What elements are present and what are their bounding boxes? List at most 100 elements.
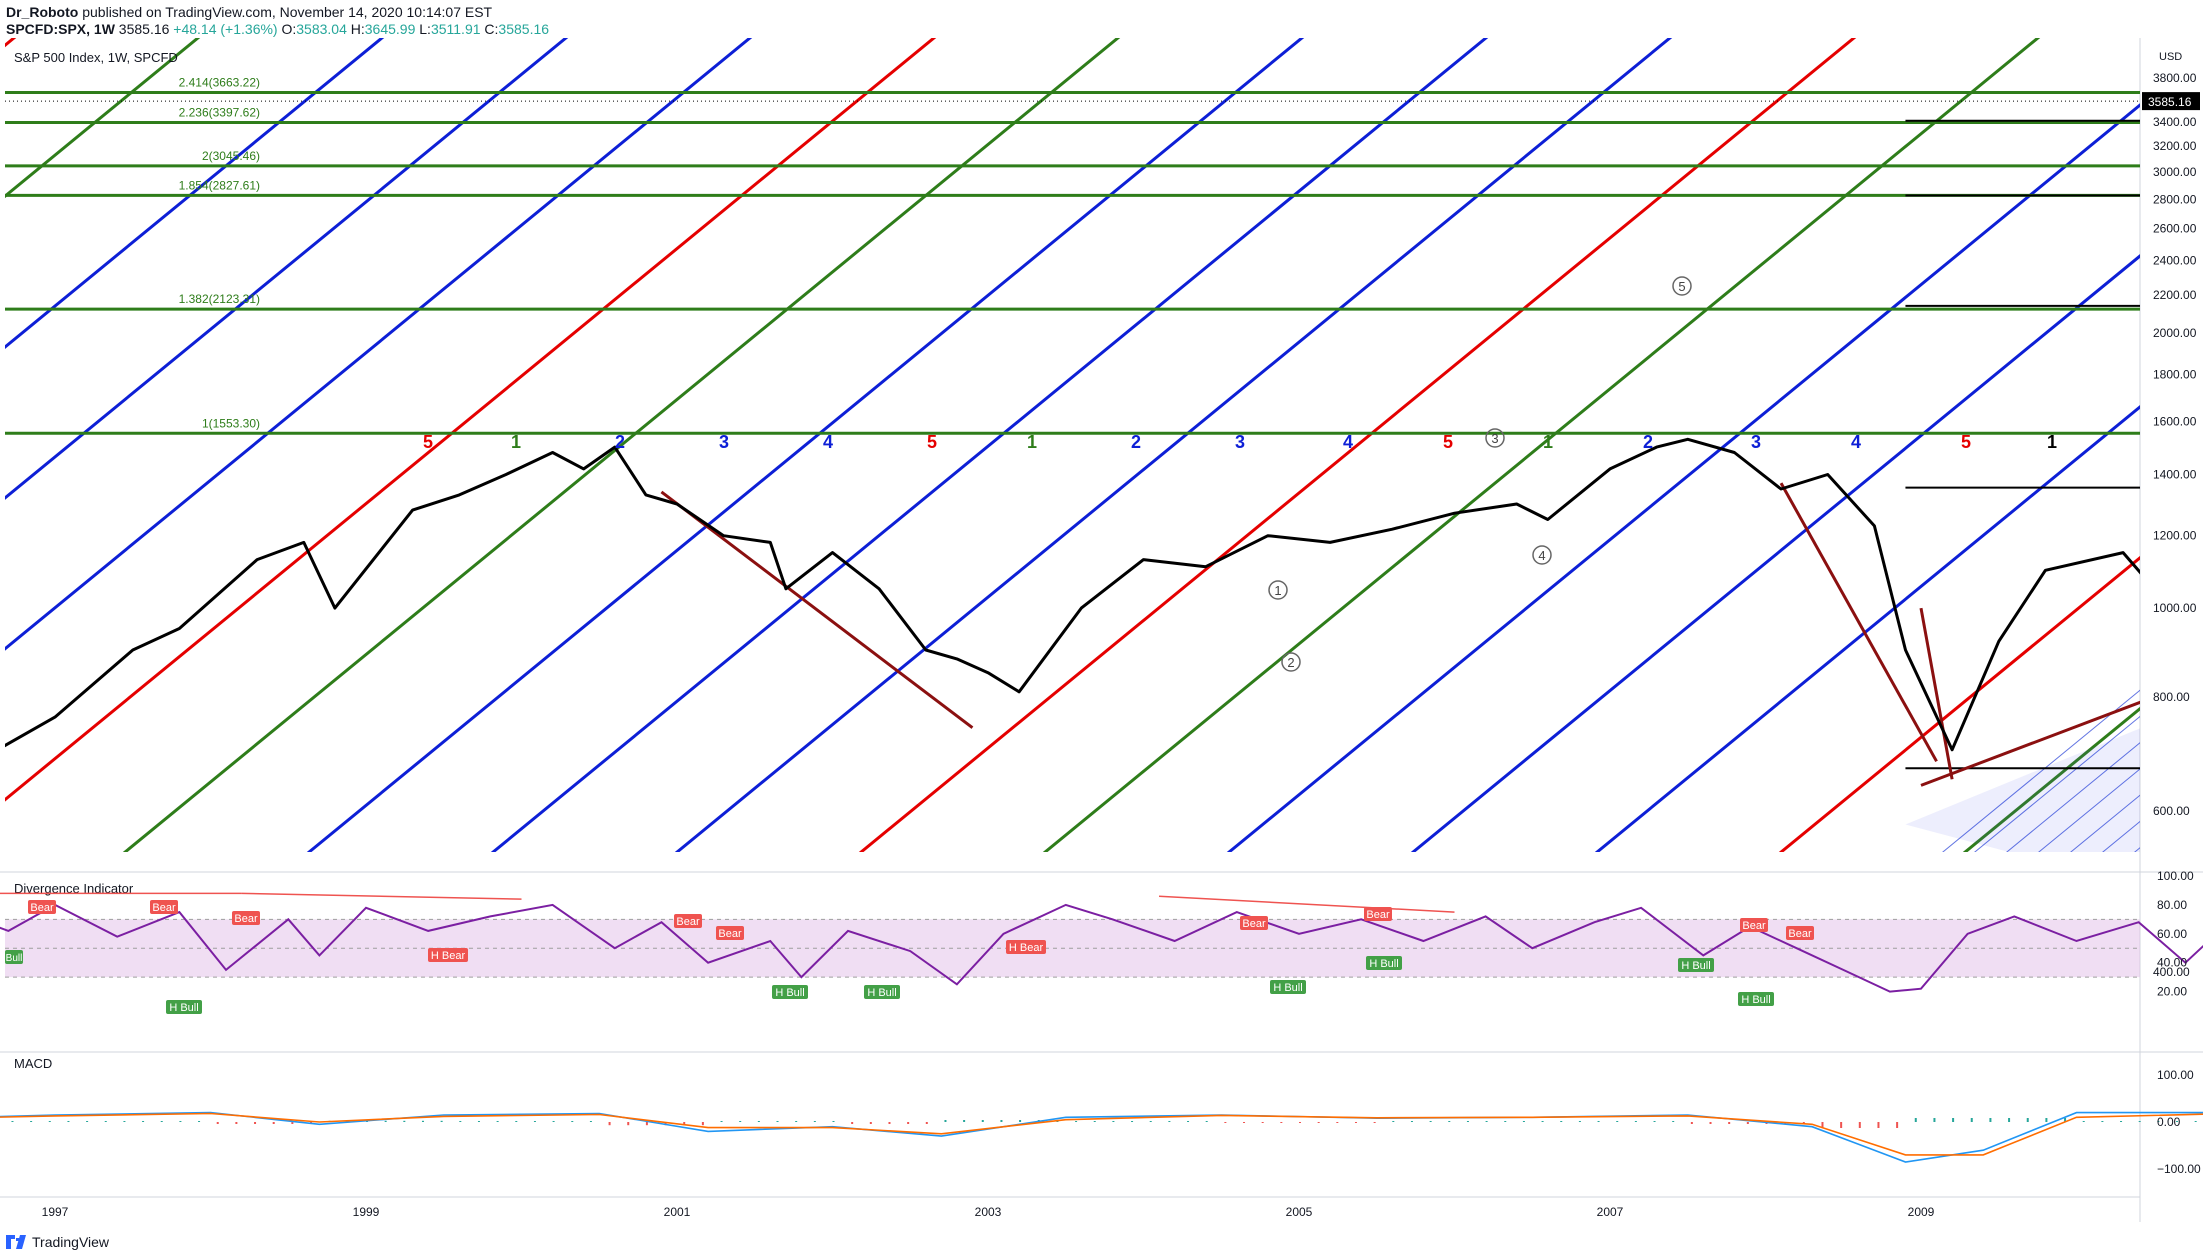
macd-histogram-bar [533, 1121, 536, 1122]
macd-histogram-bar [1168, 1121, 1171, 1122]
channel-number-label: 3 [1235, 432, 1245, 452]
macd-histogram-bar [1858, 1122, 1861, 1128]
macd-histogram-bar [421, 1120, 424, 1122]
time-axis-tick: 2007 [1597, 1205, 1624, 1219]
fib-level-label: 2.414(3663.22) [179, 76, 260, 90]
macd-histogram-bar [1299, 1122, 1301, 1123]
signal-line [0, 1112, 2203, 1156]
publish-date: published on TradingView.com, November 1… [82, 4, 493, 20]
macd-histogram-bar [1448, 1121, 1451, 1122]
tradingview-logo-icon [6, 1235, 26, 1249]
time-axis-tick: 2003 [975, 1205, 1002, 1219]
bear-tag [1740, 918, 1768, 932]
price-axis-tick: 800.00 [2153, 690, 2190, 704]
price-axis-tick: 400.00 [2153, 965, 2190, 979]
macd-histogram-bar [907, 1122, 910, 1124]
wave-label: 4 [1538, 548, 1545, 563]
bear-divergence-line [241, 892, 522, 900]
bear-tag-label: Bear [718, 928, 742, 940]
price-axis-tick: 1800.00 [2153, 368, 2197, 382]
macd-histogram-bar [1317, 1122, 1320, 1123]
macd-histogram-bar [384, 1120, 387, 1122]
channel-number-label: 1 [511, 432, 521, 452]
macd-histogram-bar [515, 1121, 518, 1122]
macd-histogram-bar [2176, 1121, 2179, 1122]
channel-line [1594, 404, 2140, 852]
macd-histogram-bar [1485, 1121, 1488, 1122]
macd-histogram-bar [701, 1122, 704, 1126]
channel-line [1778, 555, 2140, 852]
bull-tag-label: Bull [6, 953, 23, 964]
macd-histogram-bar [1970, 1118, 1973, 1122]
macd-histogram-bar [1933, 1118, 1936, 1122]
macd-histogram-bar [739, 1121, 742, 1122]
macd-histogram-bar [403, 1120, 406, 1122]
close-label: C: [484, 21, 499, 37]
macd-histogram-bar [552, 1121, 555, 1122]
macd-histogram-bar [440, 1120, 443, 1122]
hbull-tag [1738, 992, 1774, 1006]
bear-tag-label: Bear [234, 913, 258, 925]
price-axis-tick: 2400.00 [2153, 253, 2197, 267]
rsi-axis-tick: 40.00 [2157, 956, 2187, 970]
bear-tag-label: Bear [30, 902, 54, 914]
bear-tag-label: Bear [1242, 918, 1266, 930]
macd-histogram-bar [1354, 1122, 1357, 1123]
macd-histogram-bar [1466, 1121, 1469, 1122]
price-axis-tick: 3400.00 [2153, 115, 2197, 129]
macd-histogram-bar [1205, 1121, 1208, 1122]
hatch-line [2006, 742, 2140, 852]
price-line [5, 437, 2140, 752]
last-price-box [2142, 92, 2200, 111]
channel-number-label: 3 [719, 432, 729, 452]
macd-histogram-bar [1653, 1121, 1656, 1122]
wave-label: 5 [1678, 279, 1685, 294]
macd-histogram-bar [1746, 1122, 1749, 1124]
high-value: 3645.99 [364, 21, 416, 37]
channel-line [1042, 38, 2041, 852]
channel-line [1226, 103, 2140, 852]
macd-histogram-bar [944, 1120, 947, 1122]
brand-name[interactable]: TradingView [32, 1234, 110, 1250]
macd-line [0, 1111, 2203, 1163]
hatched-channel [1905, 689, 2140, 852]
macd-histogram-bar [683, 1122, 686, 1126]
macd-histogram-bar [104, 1121, 107, 1122]
fib-level-label: 2(3045.46) [202, 149, 260, 163]
footer: TradingView [6, 1234, 109, 1250]
hbear-tag [428, 948, 468, 962]
channel-line [306, 38, 1305, 852]
author-name[interactable]: Dr_Roboto [6, 4, 79, 20]
wave-label: 1 [1274, 583, 1281, 598]
macd-histogram-bar [645, 1122, 648, 1126]
open-label: O: [281, 21, 297, 37]
price-axis-tick: 3800.00 [2153, 71, 2197, 85]
bear-tag [150, 900, 178, 914]
open-value: 3583.04 [296, 21, 347, 37]
macd-histogram-bar [1541, 1121, 1544, 1122]
macd-histogram-bar [1690, 1122, 1693, 1124]
chart-canvas[interactable]: 2.414(3663.22) 2.236(3397.62) 2(3045.46) 1.… [0, 38, 2203, 1228]
symbol: SPCFD:SPX, 1W [6, 21, 115, 37]
price-axis-tick: 1000.00 [2153, 601, 2197, 615]
channel-line [490, 38, 1489, 852]
macd-histogram-bar [832, 1121, 835, 1122]
price-axis-tick: 2600.00 [2153, 222, 2197, 236]
macd-histogram-bar [589, 1121, 592, 1122]
channel-line [122, 38, 1121, 852]
macd-histogram-bar [2138, 1121, 2141, 1122]
channel-line [858, 38, 1857, 852]
macd-histogram-bar [123, 1121, 126, 1122]
macd-histogram-bar [1392, 1121, 1395, 1122]
channel-number-label: 2 [1131, 432, 1141, 452]
hatch-line [1974, 715, 2140, 852]
fib-level-label: 1(1553.30) [202, 416, 260, 430]
price-axis-tick: 2800.00 [2153, 192, 2197, 206]
channel-line [1962, 706, 2140, 852]
rsi-line [0, 903, 2203, 993]
macd-histogram-bar [198, 1121, 201, 1122]
high-label: H: [350, 21, 365, 37]
macd-histogram-bar [2157, 1121, 2160, 1122]
macd-title: MACD [14, 1056, 52, 1071]
main-pane: 2.414(3663.22) 2.236(3397.62) 2(3045.46) 1.… [5, 38, 2140, 852]
